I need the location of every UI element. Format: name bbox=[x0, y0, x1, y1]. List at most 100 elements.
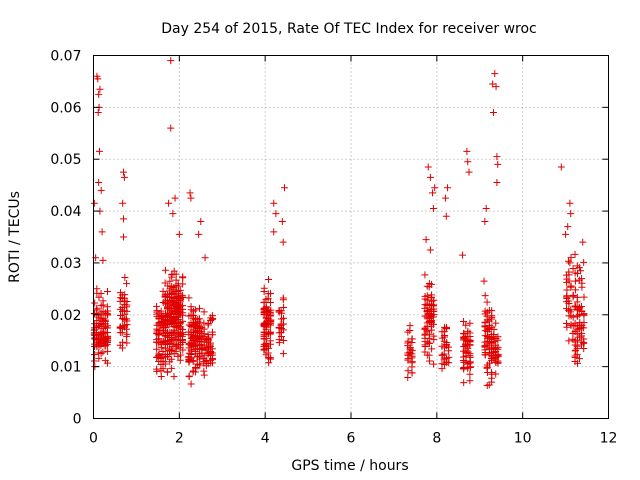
data-point bbox=[430, 296, 438, 304]
data-point bbox=[565, 312, 573, 320]
data-point bbox=[466, 319, 474, 327]
grid-lines bbox=[93, 55, 609, 419]
data-point bbox=[172, 341, 180, 349]
x-axis: 0 2 4 6 8 10 12 bbox=[89, 55, 617, 447]
data-point bbox=[490, 325, 498, 333]
data-point bbox=[187, 341, 195, 349]
data-point bbox=[408, 358, 416, 366]
x-tick-label: 8 bbox=[432, 431, 441, 447]
data-point bbox=[161, 332, 169, 340]
data-point bbox=[425, 351, 433, 359]
x-tick-label: 0 bbox=[89, 431, 98, 447]
data-point bbox=[580, 293, 588, 301]
data-point bbox=[175, 230, 183, 238]
data-point bbox=[91, 299, 99, 307]
data-point bbox=[153, 338, 161, 346]
data-point bbox=[166, 320, 174, 328]
data-point bbox=[421, 271, 429, 279]
data-point bbox=[460, 333, 468, 341]
data-point bbox=[442, 324, 450, 332]
data-point bbox=[578, 283, 586, 291]
x-tick-label: 6 bbox=[347, 431, 356, 447]
data-point bbox=[481, 351, 489, 359]
data-point bbox=[176, 286, 184, 294]
data-point bbox=[272, 210, 280, 218]
data-point bbox=[153, 365, 161, 373]
data-point bbox=[90, 342, 98, 350]
data-point bbox=[580, 258, 588, 266]
data-point bbox=[267, 306, 275, 314]
data-point bbox=[440, 356, 448, 364]
data-point bbox=[571, 336, 579, 344]
data-point bbox=[564, 223, 572, 231]
data-point bbox=[490, 348, 498, 356]
data-point bbox=[179, 280, 187, 288]
data-point bbox=[404, 328, 412, 336]
data-point bbox=[97, 289, 105, 297]
data-point bbox=[95, 354, 103, 362]
data-point bbox=[264, 316, 272, 324]
data-point bbox=[567, 254, 575, 262]
data-point bbox=[99, 348, 107, 356]
data-point bbox=[155, 315, 163, 323]
data-point bbox=[103, 310, 111, 318]
data-point bbox=[103, 303, 111, 311]
data-point bbox=[95, 90, 103, 98]
data-point bbox=[565, 277, 573, 285]
data-point bbox=[208, 312, 216, 320]
data-point bbox=[481, 217, 489, 225]
data-point bbox=[569, 292, 577, 300]
data-point bbox=[208, 328, 216, 336]
data-point bbox=[260, 298, 268, 306]
data-point bbox=[193, 360, 201, 368]
data-point bbox=[275, 339, 283, 347]
data-point bbox=[187, 303, 195, 311]
data-point bbox=[460, 365, 468, 373]
data-point bbox=[408, 335, 416, 343]
data-point bbox=[565, 257, 573, 265]
data-point bbox=[576, 318, 584, 326]
data-point bbox=[170, 328, 178, 336]
data-point bbox=[94, 75, 102, 83]
data-point bbox=[423, 282, 431, 290]
data-point bbox=[576, 333, 584, 341]
data-point bbox=[280, 336, 288, 344]
data-point bbox=[408, 369, 416, 377]
data-point bbox=[485, 317, 493, 325]
data-point bbox=[123, 280, 131, 288]
data-point bbox=[577, 303, 585, 311]
x-tick-label: 4 bbox=[261, 431, 270, 447]
data-point bbox=[197, 217, 205, 225]
data-point bbox=[187, 350, 195, 358]
data-point bbox=[279, 294, 287, 302]
y-tick-label: 0 bbox=[73, 412, 82, 428]
data-point bbox=[104, 347, 112, 355]
data-point bbox=[563, 305, 571, 313]
data-point bbox=[120, 168, 128, 176]
data-point bbox=[277, 315, 285, 323]
data-point bbox=[430, 336, 438, 344]
data-point bbox=[404, 374, 412, 382]
data-point bbox=[161, 315, 169, 323]
data-point bbox=[492, 334, 500, 342]
data-point bbox=[406, 322, 414, 330]
data-point bbox=[444, 184, 452, 192]
data-point bbox=[93, 306, 101, 314]
data-point bbox=[404, 337, 412, 345]
data-point bbox=[557, 163, 565, 171]
data-point bbox=[202, 357, 210, 365]
data-point bbox=[120, 233, 128, 241]
data-point bbox=[270, 199, 278, 207]
data-point bbox=[429, 313, 437, 321]
data-point bbox=[101, 335, 109, 343]
data-point bbox=[494, 160, 502, 168]
data-point bbox=[157, 373, 165, 381]
data-point bbox=[123, 339, 131, 347]
data-point bbox=[179, 338, 187, 346]
data-point bbox=[580, 339, 588, 347]
data-point bbox=[99, 315, 107, 323]
data-point bbox=[120, 173, 128, 181]
data-point bbox=[189, 311, 197, 319]
data-point bbox=[96, 147, 104, 155]
data-point bbox=[492, 341, 500, 349]
